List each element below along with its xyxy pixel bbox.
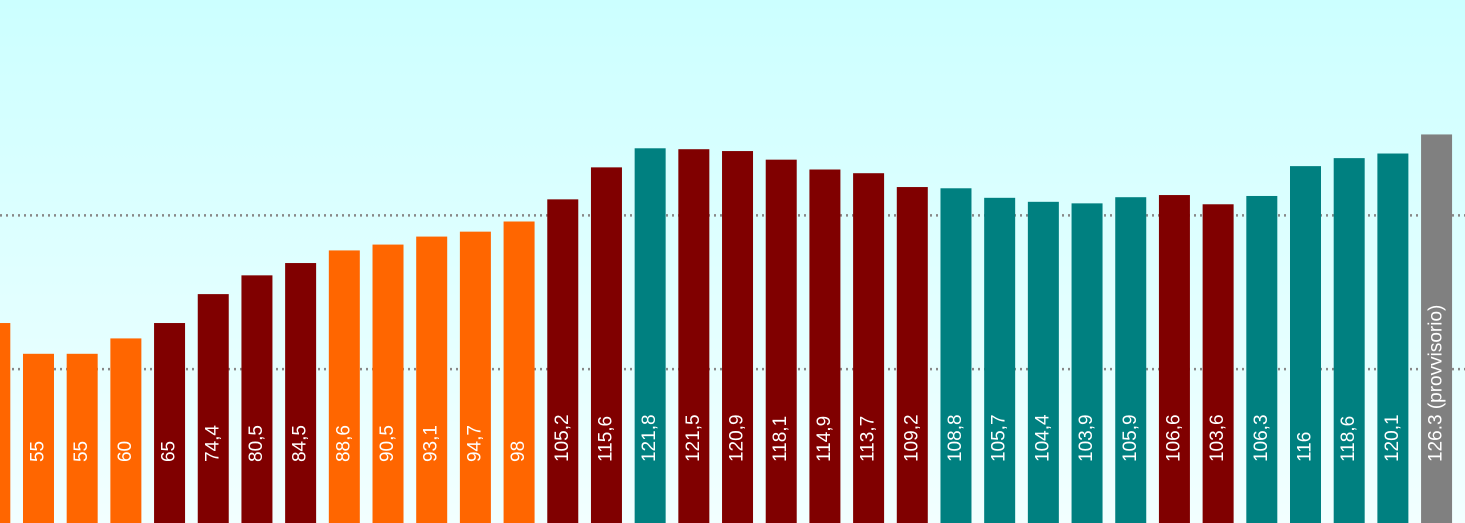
bar [853, 173, 885, 523]
value-label: 121,8 [639, 414, 660, 462]
bar [66, 353, 98, 523]
value-label: 60 [115, 441, 136, 462]
value-label: 105,9 [1120, 414, 1141, 462]
bar [547, 199, 579, 523]
value-label: 113,7 [858, 416, 879, 462]
value-label: 121,5 [683, 414, 704, 462]
value-label: 105,7 [989, 414, 1010, 462]
value-label: 120,1 [1382, 414, 1403, 462]
value-label: 106,3 [1251, 414, 1272, 462]
bar [459, 231, 491, 523]
bar [809, 169, 841, 523]
bar [372, 244, 404, 523]
value-label: 115,6 [595, 416, 616, 462]
bar [765, 159, 797, 523]
value-label: 84,5 [290, 425, 311, 462]
bar [1202, 204, 1234, 523]
value-label: 103,6 [1207, 414, 1228, 462]
value-label: 116 [1295, 432, 1316, 462]
bar [722, 151, 754, 523]
bar [197, 294, 229, 523]
bar [1421, 134, 1453, 523]
value-label: 114,9 [814, 416, 835, 462]
value-label: 104,4 [1032, 414, 1053, 462]
bar [678, 149, 710, 523]
value-label: 55 [71, 441, 92, 462]
value-label: 93,1 [421, 425, 442, 462]
bar [634, 148, 666, 523]
value-label: 94,7 [464, 425, 485, 462]
bar [1377, 153, 1409, 523]
value-label: 118,1 [770, 416, 791, 462]
bar [940, 188, 972, 523]
bar [1290, 166, 1321, 523]
bar [416, 236, 448, 523]
value-label: 103,9 [1076, 414, 1097, 462]
bar [1027, 201, 1059, 523]
bar [1158, 195, 1190, 523]
value-label: 80,5 [246, 425, 267, 462]
value-label: 109,2 [901, 414, 922, 462]
bar [984, 197, 1016, 523]
bar [110, 338, 142, 523]
bar [154, 323, 186, 523]
value-label: 88,6 [333, 425, 354, 462]
value-label: 106,6 [1163, 414, 1184, 462]
value-label: 98 [508, 441, 529, 462]
bar [241, 275, 273, 523]
bar [896, 187, 928, 523]
bar [590, 167, 622, 523]
value-label: 74,4 [202, 425, 223, 462]
bar [22, 353, 54, 523]
bar [0, 323, 11, 523]
bar [285, 263, 317, 523]
bar [1246, 195, 1278, 523]
value-label: 55 [28, 441, 49, 462]
bar [1333, 158, 1365, 523]
value-label: 126.3 (provvisorio) [1426, 305, 1447, 462]
bar [503, 221, 535, 523]
value-label: 90,5 [377, 425, 398, 462]
bar [1115, 197, 1147, 523]
value-label: 120,9 [727, 414, 748, 462]
value-label: 65 [159, 441, 180, 462]
bar [328, 250, 360, 523]
value-label: 105,2 [552, 414, 573, 462]
value-label: 118,6 [1338, 416, 1359, 462]
bar [1071, 203, 1103, 523]
value-label: 108,8 [945, 414, 966, 462]
value-label: 65 [0, 441, 5, 462]
